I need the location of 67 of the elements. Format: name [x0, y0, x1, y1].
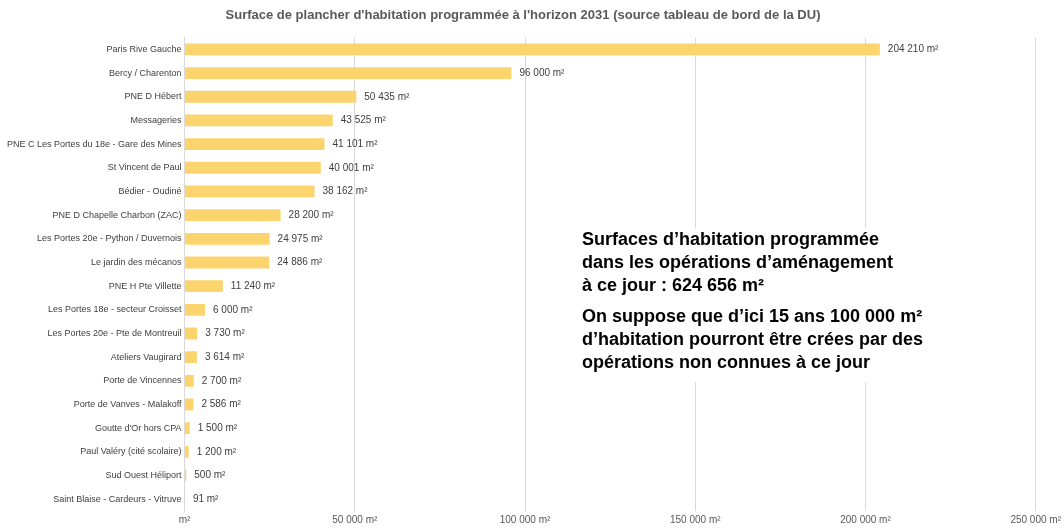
- bar: [185, 445, 189, 458]
- y-tick-label: Les Portes 18e - secteur Croisset: [48, 304, 183, 315]
- data-label: 2 700 m²: [201, 374, 242, 386]
- y-tick-label: Messageries: [130, 114, 183, 125]
- y-tick-label: PNE C Les Portes du 18e - Gare des Mines: [6, 138, 183, 149]
- y-tick-label: PNE D Hébert: [124, 91, 183, 102]
- data-label: 40 001 m²: [328, 161, 375, 173]
- annotation: Surfaces d’habitation programmée dans les opérations d’aménagement à ce jour : 624 656 m²: [582, 228, 895, 297]
- y-tick-label: Saint Blaise - Cardeurs - Vitruve: [53, 493, 182, 504]
- data-label: 96 000 m²: [519, 66, 566, 78]
- y-tick-label: Les Portes 20e - Python / Duvernois: [37, 233, 183, 244]
- y-tick-label: Bédier - Oudiné: [118, 185, 182, 196]
- bar: [185, 67, 512, 80]
- bar: [185, 185, 315, 198]
- bar: [185, 43, 880, 56]
- y-tick-label: Le jardin des mécanos: [91, 256, 183, 267]
- bar: [185, 351, 197, 364]
- bar: [185, 138, 325, 151]
- chart-title: Surface de plancher d'habitation programmée à l'horizon 2031 (source tableau de bord de la DU): [225, 7, 821, 23]
- bar: [185, 327, 198, 340]
- data-label: 2 586 m²: [201, 398, 242, 410]
- data-label: 24 886 m²: [277, 256, 323, 268]
- data-label: 28 200 m²: [288, 208, 335, 220]
- data-label: 38 162 m²: [322, 185, 369, 197]
- y-tick-label: Bercy / Charenton: [109, 67, 182, 78]
- data-label: 1 500 m²: [197, 421, 238, 433]
- x-tick-label: 250 000 m²: [1010, 513, 1062, 525]
- y-tick-label: Goutte d'Or hors CPA: [94, 422, 182, 433]
- data-label: 41 101 m²: [332, 137, 379, 149]
- x-tick-label: 50 000 m²: [332, 513, 378, 525]
- data-label: 50 435 m²: [364, 90, 410, 102]
- bar: [185, 161, 321, 174]
- data-label: 204 210 m²: [887, 43, 940, 55]
- bar: [185, 280, 223, 293]
- data-label: 24 975 m²: [277, 232, 324, 244]
- x-tick-label: 100 000 m²: [499, 513, 551, 525]
- y-tick-label: Paul Valéry (cité scolaire): [80, 446, 182, 457]
- data-label: 11 240 m²: [230, 279, 276, 291]
- y-tick-label: Sud Ouest Héliport: [105, 469, 183, 480]
- annotation: On suppose que d’ici 15 ans 100 000 m² d’habitation pourront être crées par des opérations non connues à ce jour: [582, 305, 924, 374]
- data-label: 6 000 m²: [213, 303, 254, 315]
- bar: [185, 232, 270, 245]
- x-tick-label: m²: [178, 513, 192, 525]
- bar: [185, 374, 194, 387]
- y-tick-label: Porte de Vincennes: [103, 375, 183, 386]
- data-label: 91 m²: [192, 492, 220, 504]
- y-tick-label: St Vincent de Paul: [107, 162, 182, 173]
- y-tick-label: PNE H Pte Villette: [108, 280, 182, 291]
- y-tick-label: Ateliers Vaugirard: [110, 351, 182, 362]
- data-label: 1 200 m²: [196, 445, 237, 457]
- y-tick-label: Les Portes 20e - Pte de Montreuil: [47, 327, 182, 338]
- bar: [185, 422, 190, 435]
- data-label: 3 730 m²: [205, 327, 246, 339]
- x-tick-label: 200 000 m²: [840, 513, 892, 525]
- bar: [185, 90, 357, 103]
- data-label: 3 614 m²: [204, 350, 246, 362]
- bar: [185, 114, 333, 127]
- bar: [185, 303, 206, 316]
- y-tick-label: Porte de Vanves - Malakoff: [73, 398, 183, 409]
- bar: [185, 256, 270, 269]
- y-tick-label: PNE D Chapelle Charbon (ZAC): [52, 209, 182, 220]
- y-tick-label: Paris Rive Gauche: [106, 43, 182, 54]
- data-label: 500 m²: [194, 469, 227, 481]
- data-label: 43 525 m²: [340, 114, 387, 126]
- x-tick-label: 150 000 m²: [669, 513, 722, 525]
- bar: [185, 398, 194, 411]
- bar: [185, 209, 281, 222]
